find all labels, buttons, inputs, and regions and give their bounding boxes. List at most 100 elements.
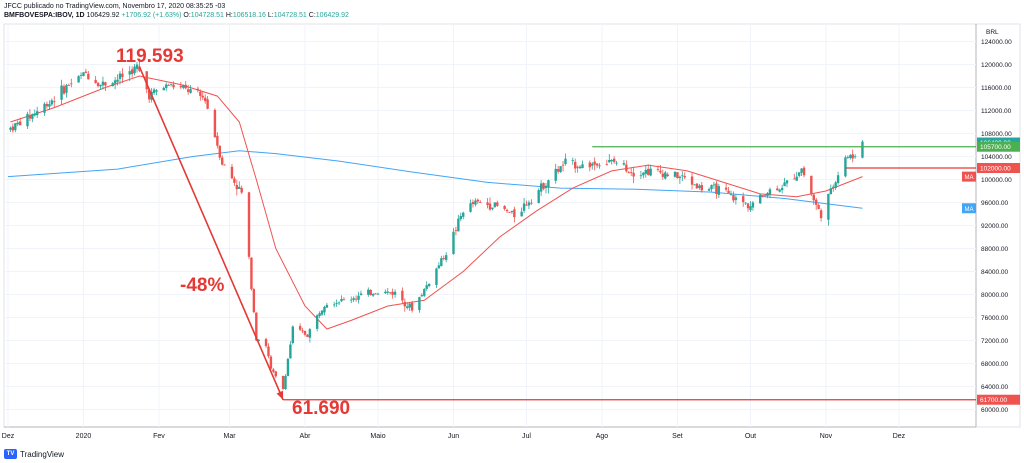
- candle-body: [588, 162, 592, 168]
- y-tick-label: 88000.00: [981, 246, 1008, 253]
- ma-tag: [962, 171, 976, 182]
- candle-body: [223, 164, 226, 166]
- candle-body: [186, 89, 190, 92]
- candle-body: [836, 175, 840, 184]
- candle-body: [508, 211, 511, 213]
- candle-body: [761, 195, 764, 197]
- candle-body: [70, 83, 73, 85]
- candle-body: [196, 88, 200, 91]
- candle-body: [152, 89, 156, 94]
- candle-body: [250, 257, 253, 290]
- candle-body: [113, 80, 117, 84]
- candle-body: [48, 104, 51, 107]
- ma-tag: [962, 203, 976, 214]
- candle-body: [510, 211, 514, 213]
- candle-body: [323, 306, 326, 313]
- candle-body: [264, 339, 268, 347]
- candle-body: [861, 141, 864, 158]
- candle-body: [800, 168, 803, 173]
- candle-body: [281, 375, 285, 389]
- candle-body: [272, 369, 275, 372]
- candle-body: [724, 187, 728, 190]
- candle-body: [664, 172, 667, 179]
- candle-body: [206, 99, 209, 109]
- candle-body: [333, 304, 336, 306]
- candle-body: [642, 172, 645, 176]
- candle-body: [503, 205, 506, 210]
- candle-body: [763, 195, 767, 197]
- candle-body: [527, 202, 531, 206]
- price-tag-label: 102000.00: [980, 166, 1011, 173]
- candle-body: [746, 203, 750, 209]
- candle-body: [359, 293, 363, 296]
- candle-body: [43, 103, 46, 113]
- y-tick-label: 116000.00: [981, 85, 1012, 92]
- symbol-info: BMFBOVESPA:IBOV, 1D 106429.92 +1706.92 (…: [4, 11, 349, 20]
- candle-body: [79, 75, 83, 76]
- open-key: O:: [183, 12, 191, 19]
- candle-body: [802, 167, 806, 176]
- candle-body: [84, 71, 88, 73]
- candle-body: [179, 86, 183, 88]
- candle-body: [267, 346, 270, 357]
- candle-body: [233, 178, 236, 183]
- candle-body: [715, 183, 718, 194]
- top-price-label: 119.593: [116, 46, 184, 67]
- candle-body: [768, 189, 772, 195]
- candle-body: [797, 172, 801, 176]
- candle-body: [591, 163, 594, 166]
- candle-body: [289, 344, 292, 359]
- candle-body: [741, 196, 745, 203]
- candle-body: [393, 291, 397, 295]
- candle-body: [795, 176, 798, 181]
- candle-body: [371, 293, 375, 296]
- candle-body: [469, 203, 472, 212]
- candle-body: [335, 303, 338, 304]
- ma-tag-label: MA: [965, 207, 974, 213]
- candle-body: [717, 186, 721, 195]
- candle-body: [695, 183, 699, 189]
- low-value: 104728.51: [273, 12, 307, 19]
- candle-body: [53, 101, 56, 103]
- y-tick-label: 72000.00: [981, 338, 1008, 345]
- candle-body: [712, 184, 716, 186]
- candle-body: [427, 283, 431, 287]
- candle-body: [525, 204, 528, 206]
- bottom-price-label: 61.690: [292, 398, 350, 419]
- candle-body: [167, 85, 170, 86]
- candle-body: [474, 200, 477, 205]
- currency-label: BRL: [986, 29, 999, 36]
- y-tick-label: 64000.00: [981, 384, 1008, 391]
- candle-body: [846, 156, 850, 158]
- candle-body: [783, 182, 786, 187]
- candle-body: [496, 202, 499, 206]
- candle-body: [522, 203, 526, 211]
- candle-body: [454, 230, 458, 232]
- candle-body: [172, 84, 175, 88]
- candle-body: [162, 87, 165, 91]
- candle-body: [350, 299, 353, 301]
- candle-body: [189, 89, 192, 93]
- candle-body: [340, 298, 343, 302]
- candle-body: [269, 356, 273, 369]
- open-value: 104728.51: [190, 12, 224, 19]
- axes: 60000.00 64000.00 68000.00 72000.00 76000.00…: [2, 29, 1012, 440]
- y-tick-label: 112000.00: [981, 108, 1012, 115]
- candle-body: [94, 79, 97, 84]
- candle-body: [700, 185, 703, 191]
- y-tick-label: 124000.00: [981, 39, 1012, 46]
- candle-body: [574, 161, 577, 169]
- y-tick-label: 104000.00: [981, 154, 1012, 161]
- candle-body: [9, 127, 12, 130]
- high-value: 106518.16: [232, 12, 266, 19]
- candle-body: [325, 304, 329, 308]
- candle-body: [759, 194, 762, 204]
- candle-body: [357, 295, 360, 300]
- candle-body: [556, 169, 560, 172]
- candle-body: [111, 83, 114, 87]
- candle-body: [576, 166, 579, 168]
- candle-body: [376, 293, 380, 295]
- candle-body: [26, 113, 29, 127]
- x-tick-label: Jul: [522, 433, 531, 440]
